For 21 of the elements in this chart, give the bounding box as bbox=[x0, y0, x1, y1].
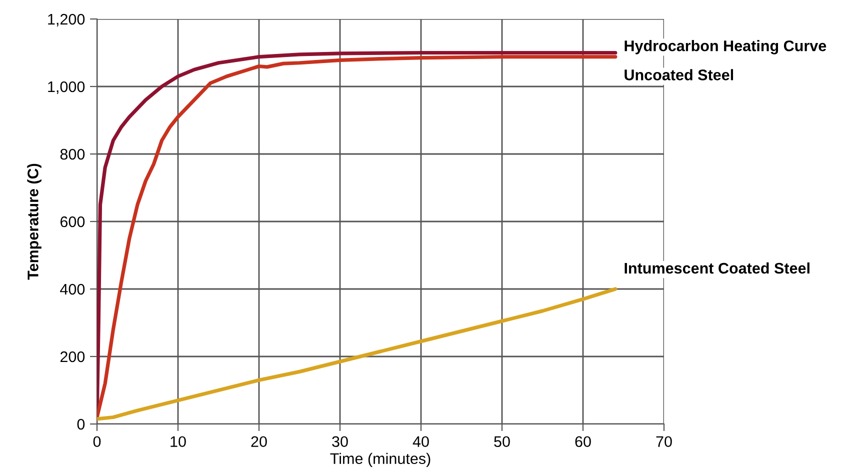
y-tick-label: 600 bbox=[60, 216, 85, 228]
series-label: Intumescent Coated Steel bbox=[624, 262, 810, 274]
y-tick-label: 200 bbox=[60, 351, 85, 362]
x-tick-label: 40 bbox=[412, 436, 429, 448]
y-tick-label: 1,000 bbox=[48, 81, 85, 94]
series-label: Uncoated Steel bbox=[624, 69, 734, 80]
line-series bbox=[97, 287, 618, 421]
y-tick-label: 400 bbox=[60, 284, 85, 295]
y-tick-label: 1,200 bbox=[48, 14, 85, 26]
x-tick-label: 50 bbox=[494, 436, 510, 448]
y-tick-label: 0 bbox=[77, 418, 85, 430]
x-tick-label: 0 bbox=[93, 436, 101, 448]
y-tick-label: 800 bbox=[60, 148, 85, 160]
x-tick-label: 70 bbox=[656, 436, 672, 448]
x-axis-title: Time (minutes) bbox=[330, 452, 430, 468]
x-tick-label: 30 bbox=[332, 436, 348, 448]
x-tick-label: 10 bbox=[170, 436, 186, 448]
series-label: Hydrocarbon Heating Curve bbox=[624, 40, 826, 54]
x-tick-label: 60 bbox=[575, 436, 591, 448]
x-tick-label: 20 bbox=[251, 436, 267, 448]
y-axis-title: Temperature (C) bbox=[27, 164, 42, 280]
